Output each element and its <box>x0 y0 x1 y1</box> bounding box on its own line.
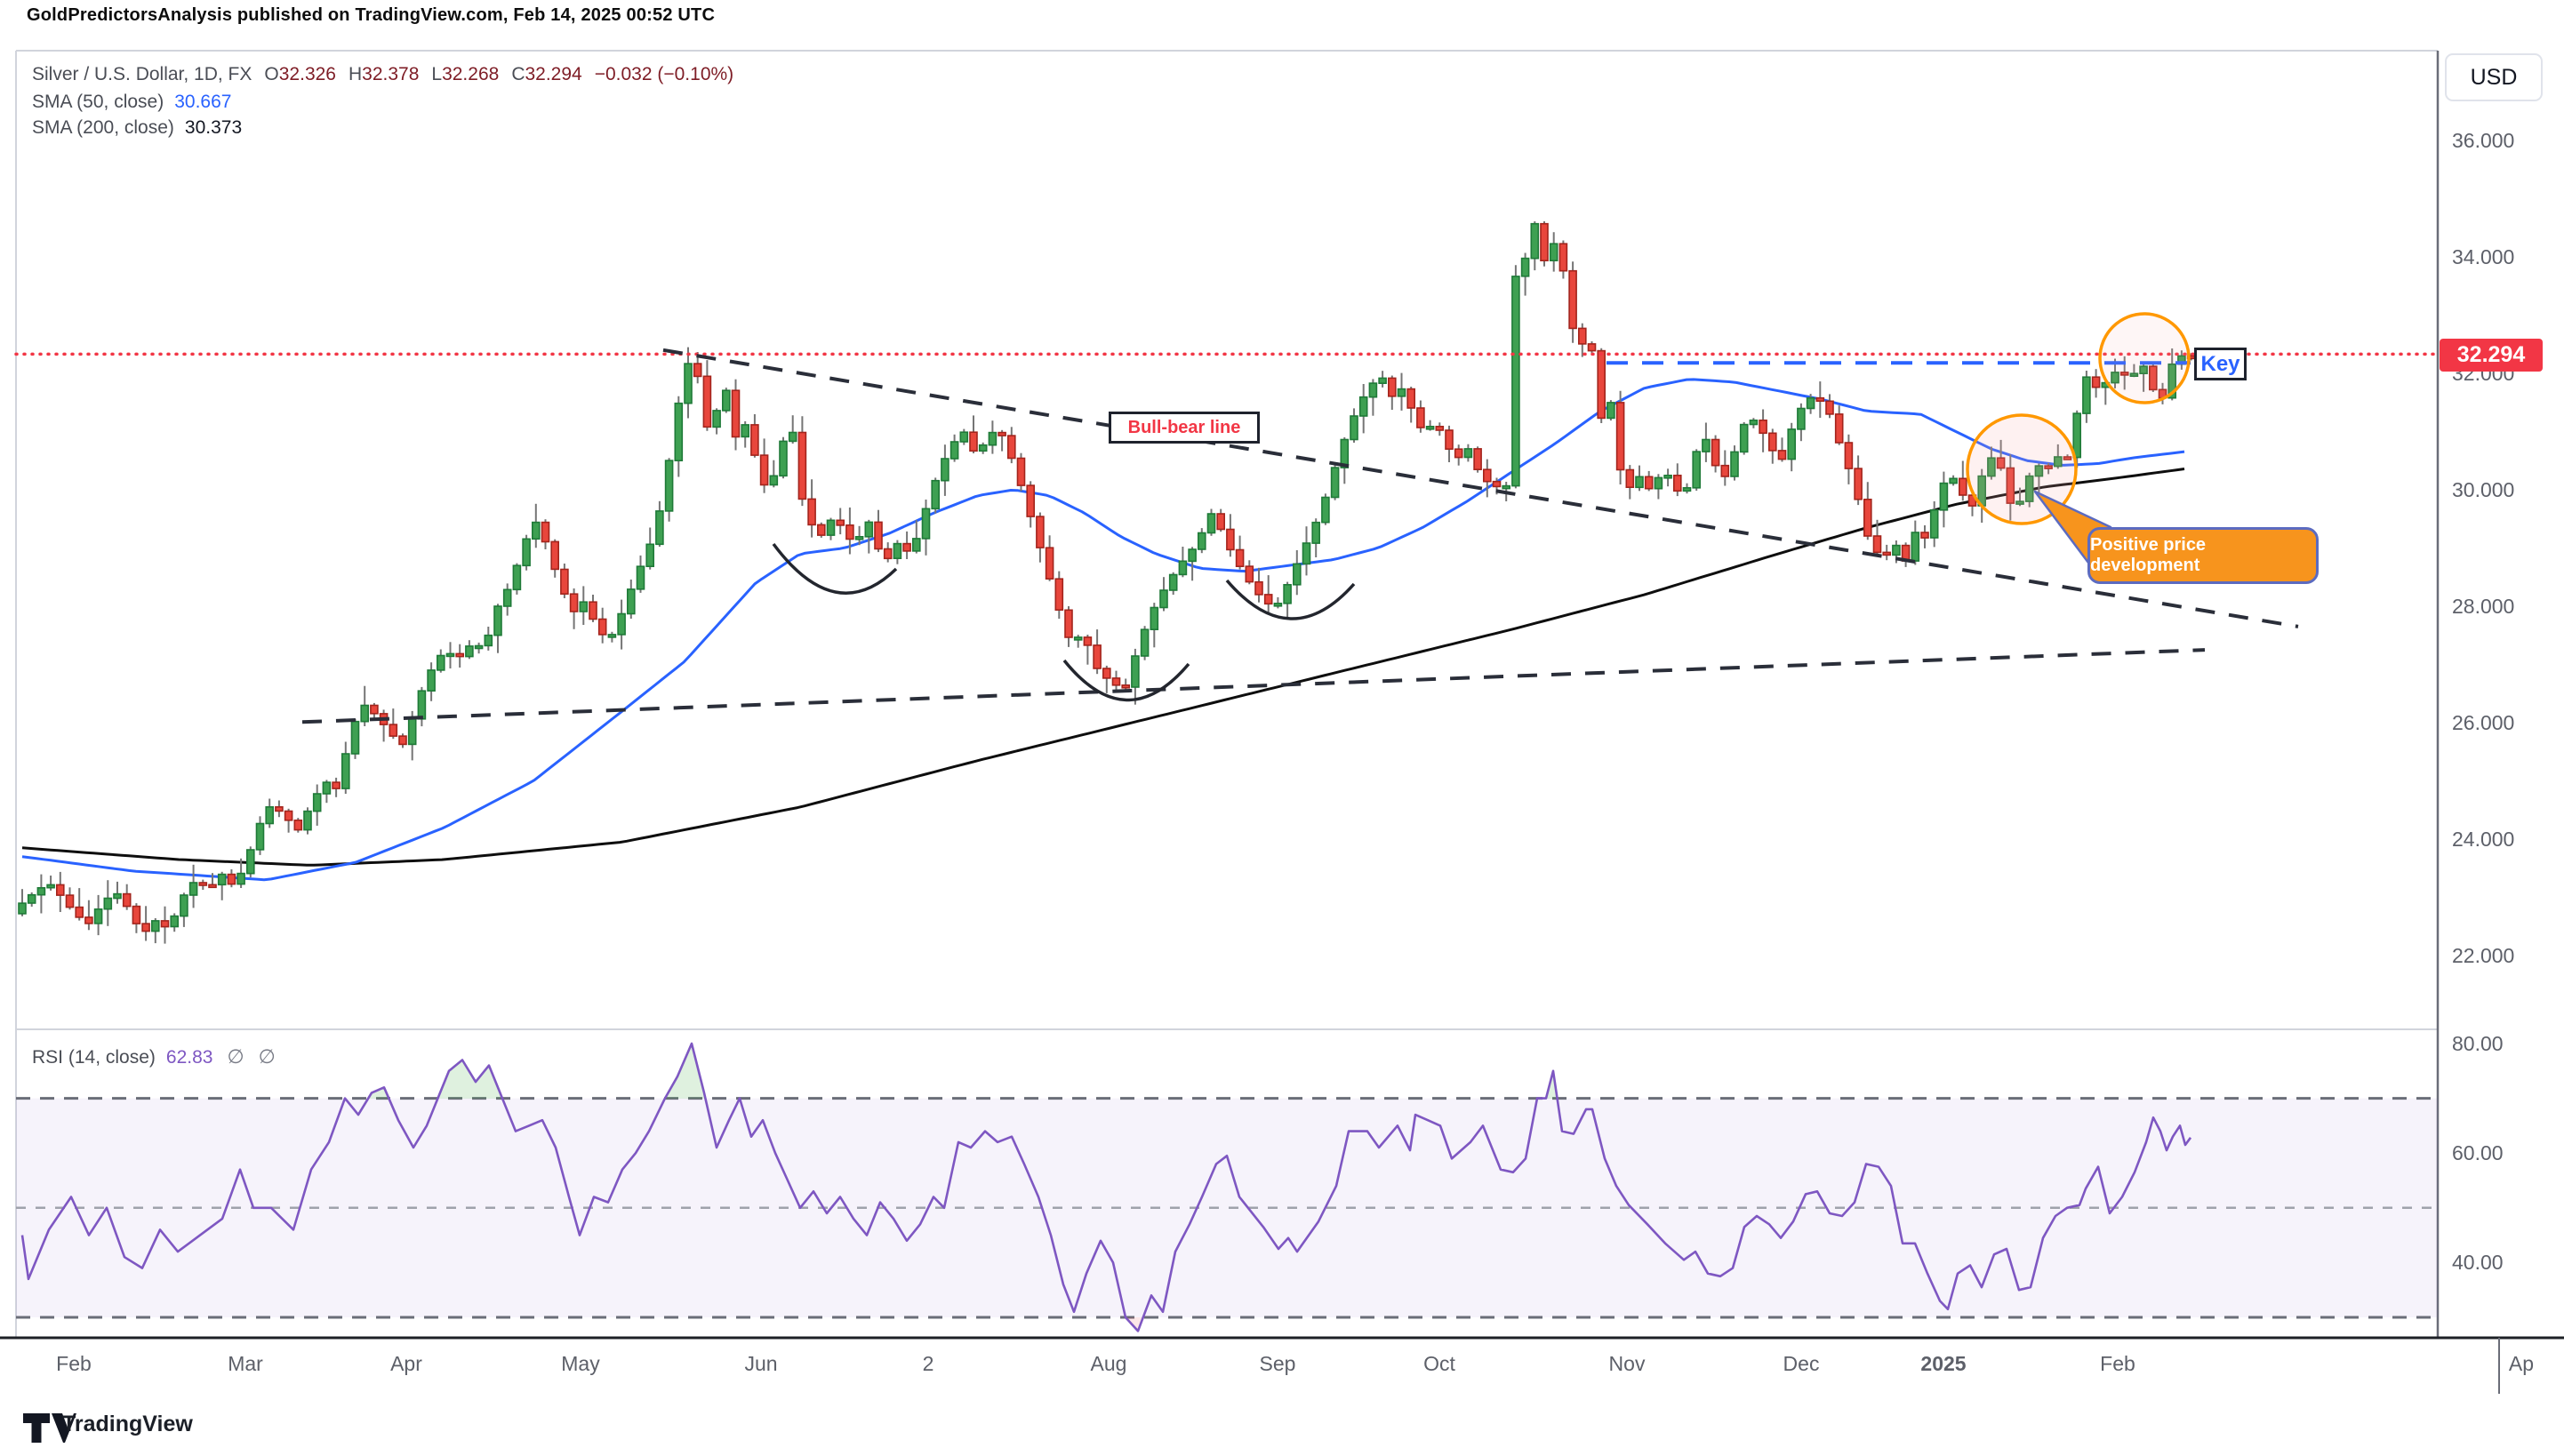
rsi-tick-label: 60.00 <box>2452 1141 2504 1165</box>
time-tick-label: Feb <box>2100 1352 2135 1375</box>
rsi-label: RSI (14, close) <box>32 1047 156 1068</box>
currency-label: USD <box>2470 64 2518 90</box>
time-tick-label: Aug <box>1090 1352 1127 1375</box>
key-text: Key <box>2200 351 2240 376</box>
time-tick-label: 2025 <box>1920 1352 1967 1375</box>
time-tick-label: Nov <box>1608 1352 1646 1375</box>
price-tick-label: 28.000 <box>2452 595 2515 618</box>
ohlc-token-value: 32.268 <box>442 64 500 84</box>
ohlc-token-prefix: C <box>511 64 525 84</box>
tradingview-logo-icon[interactable] <box>21 1412 78 1447</box>
ohlc-token: −0.032 (−0.10%) <box>595 64 733 84</box>
ohlc-token-prefix: H <box>348 64 363 84</box>
last-price-tag: 32.294 <box>2440 339 2543 372</box>
ohlc-token-value: 32.294 <box>525 64 582 84</box>
sma200-value: 30.373 <box>184 117 243 138</box>
bull-bear-text: Bull-bear line <box>1127 417 1241 437</box>
ohlc-token-value: 32.378 <box>362 64 420 84</box>
price-tick-label: 36.000 <box>2452 129 2515 152</box>
ohlc-token-value: 32.326 <box>278 64 336 84</box>
rsi-tick-label: 40.00 <box>2452 1251 2504 1275</box>
tradingview-wordmark[interactable]: TradingView <box>62 1412 193 1436</box>
time-tick-label: Mar <box>228 1352 263 1375</box>
ohlc-token-value: −0.032 (−0.10%) <box>594 64 734 84</box>
ohlc-token: L32.268 <box>431 64 499 84</box>
ohlc-token: O32.326 <box>264 64 336 84</box>
time-tick-label: 2 <box>922 1352 934 1375</box>
price-tick-label: 34.000 <box>2452 245 2515 268</box>
bull-bear-line-label[interactable]: Bull-bear line <box>1109 412 1260 444</box>
empty-set-icon[interactable]: ∅ <box>258 1045 276 1068</box>
positive-price-callout[interactable]: Positive price development <box>2087 527 2319 584</box>
time-tick-label: Jun <box>744 1352 778 1375</box>
price-tick-label: 26.000 <box>2452 711 2515 734</box>
rsi-tick-label: 80.00 <box>2452 1032 2504 1055</box>
publish-header: GoldPredictorsAnalysis published on Trad… <box>27 5 716 25</box>
sma50-label: SMA (50, close) <box>32 92 164 112</box>
time-tick-label: Ap <box>2508 1352 2535 1375</box>
symbol-legend[interactable]: Silver / U.S. Dollar, 1D, FX O32.326 H32.… <box>32 64 733 85</box>
time-tick-label: Sep <box>1259 1352 1296 1375</box>
time-tick-label: Dec <box>1783 1352 1820 1375</box>
sma200-label: SMA (200, close) <box>32 117 174 138</box>
empty-set-icon[interactable]: ∅ <box>227 1045 244 1068</box>
currency-button[interactable]: USD <box>2445 53 2543 101</box>
time-tick-label: May <box>561 1352 600 1375</box>
ohlc-token-prefix: L <box>431 64 443 84</box>
time-tick-label: Apr <box>390 1352 422 1375</box>
sma50-value: 30.667 <box>174 92 232 112</box>
sma50-legend[interactable]: SMA (50, close) 30.667 <box>32 92 231 113</box>
time-tick-label: Oct <box>1423 1352 1455 1375</box>
ohlc-token: H32.378 <box>349 64 419 84</box>
price-tick-label: 30.000 <box>2452 478 2515 501</box>
callout-text: Positive price development <box>2090 535 2207 575</box>
price-tick-label: 24.000 <box>2452 828 2515 851</box>
price-tick-label: 22.000 <box>2452 944 2515 967</box>
ohlc-values: O32.326 H32.378 L32.268 C32.294 −0.032 (−0.1… <box>252 64 733 85</box>
ohlc-token: C32.294 <box>511 64 581 84</box>
last-price-value: 32.294 <box>2456 342 2526 367</box>
ohlc-token-prefix: O <box>264 64 279 84</box>
symbol-title: Silver / U.S. Dollar, 1D, FX <box>32 64 252 84</box>
time-tick-label: Feb <box>56 1352 92 1375</box>
key-level-label[interactable]: Key <box>2194 348 2247 380</box>
sma200-legend[interactable]: SMA (200, close) 30.373 <box>32 117 242 139</box>
rsi-legend[interactable]: RSI (14, close) 62.83 ∅ ∅ <box>32 1045 276 1068</box>
rsi-value: 62.83 <box>165 1047 213 1068</box>
